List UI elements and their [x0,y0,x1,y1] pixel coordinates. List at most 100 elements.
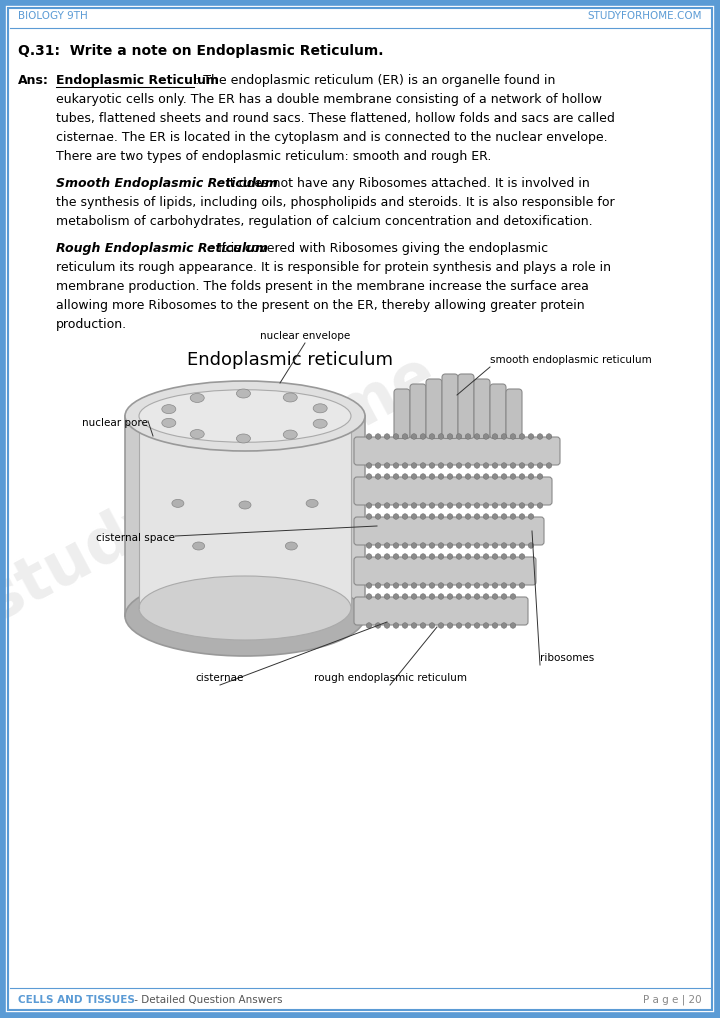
Circle shape [411,434,417,440]
Circle shape [510,503,516,508]
Circle shape [447,623,453,628]
Circle shape [429,554,435,559]
Circle shape [384,582,390,588]
Circle shape [465,593,471,600]
Circle shape [366,543,372,549]
Text: reticulum its rough appearance. It is responsible for protein synthesis and play: reticulum its rough appearance. It is re… [56,261,611,274]
Circle shape [492,554,498,559]
Circle shape [510,463,516,468]
Circle shape [456,582,462,588]
Circle shape [429,463,435,468]
Circle shape [402,623,408,628]
Circle shape [465,463,471,468]
Circle shape [438,593,444,600]
Circle shape [366,434,372,440]
Circle shape [474,582,480,588]
Circle shape [501,623,507,628]
Circle shape [366,503,372,508]
Ellipse shape [306,500,318,507]
Circle shape [546,434,552,440]
Circle shape [510,554,516,559]
Circle shape [456,593,462,600]
Circle shape [447,434,453,440]
Text: studyforhome: studyforhome [0,342,447,634]
Circle shape [411,514,417,519]
Circle shape [537,473,543,479]
Circle shape [519,473,525,479]
Circle shape [411,554,417,559]
Circle shape [429,623,435,628]
Circle shape [465,514,471,519]
FancyBboxPatch shape [354,517,544,545]
Circle shape [483,473,489,479]
Circle shape [537,434,543,440]
Circle shape [375,554,381,559]
Text: eukaryotic cells only. The ER has a double membrane consisting of a network of h: eukaryotic cells only. The ER has a doub… [56,93,602,106]
Ellipse shape [139,576,351,640]
Circle shape [447,503,453,508]
Text: allowing more Ribosomes to the present on the ER, thereby allowing greater prote: allowing more Ribosomes to the present o… [56,299,585,312]
Circle shape [429,582,435,588]
Circle shape [420,543,426,549]
Circle shape [537,503,543,508]
Circle shape [483,463,489,468]
Circle shape [429,593,435,600]
Circle shape [420,554,426,559]
Circle shape [402,582,408,588]
Text: production.: production. [56,318,127,331]
Circle shape [366,514,372,519]
Circle shape [393,473,399,479]
Circle shape [474,543,480,549]
Circle shape [438,582,444,588]
Circle shape [420,593,426,600]
Text: Smooth Endoplasmic Reticulum: Smooth Endoplasmic Reticulum [56,177,278,190]
Circle shape [510,623,516,628]
Circle shape [402,503,408,508]
Circle shape [501,473,507,479]
Text: Q.31:  Write a note on Endoplasmic Reticulum.: Q.31: Write a note on Endoplasmic Reticu… [18,44,384,58]
Text: BIOLOGY 9TH: BIOLOGY 9TH [18,11,88,21]
Circle shape [420,463,426,468]
Circle shape [420,623,426,628]
Circle shape [456,473,462,479]
Circle shape [393,503,399,508]
Circle shape [375,473,381,479]
Circle shape [465,554,471,559]
Circle shape [402,463,408,468]
Circle shape [510,473,516,479]
Ellipse shape [190,393,204,402]
Circle shape [492,623,498,628]
Text: Rough Endoplasmic Reticulum: Rough Endoplasmic Reticulum [56,242,268,254]
Circle shape [420,434,426,440]
Circle shape [438,543,444,549]
Circle shape [375,514,381,519]
Circle shape [501,554,507,559]
Circle shape [528,543,534,549]
Circle shape [393,514,399,519]
Ellipse shape [139,390,351,442]
FancyBboxPatch shape [354,477,552,505]
Circle shape [393,463,399,468]
Circle shape [447,593,453,600]
Circle shape [393,543,399,549]
Circle shape [465,473,471,479]
Text: P a g e | 20: P a g e | 20 [644,995,702,1005]
FancyBboxPatch shape [442,374,458,439]
Circle shape [375,503,381,508]
Ellipse shape [236,434,251,443]
Circle shape [519,434,525,440]
Circle shape [483,623,489,628]
Ellipse shape [313,404,327,413]
FancyBboxPatch shape [490,384,506,439]
Ellipse shape [162,418,176,428]
Circle shape [483,514,489,519]
FancyBboxPatch shape [410,384,426,439]
Circle shape [492,593,498,600]
Circle shape [384,434,390,440]
Circle shape [510,593,516,600]
Circle shape [492,463,498,468]
Circle shape [474,463,480,468]
Circle shape [366,463,372,468]
FancyBboxPatch shape [506,389,522,439]
Text: There are two types of endoplasmic reticulum: smooth and rough ER.: There are two types of endoplasmic retic… [56,150,491,163]
